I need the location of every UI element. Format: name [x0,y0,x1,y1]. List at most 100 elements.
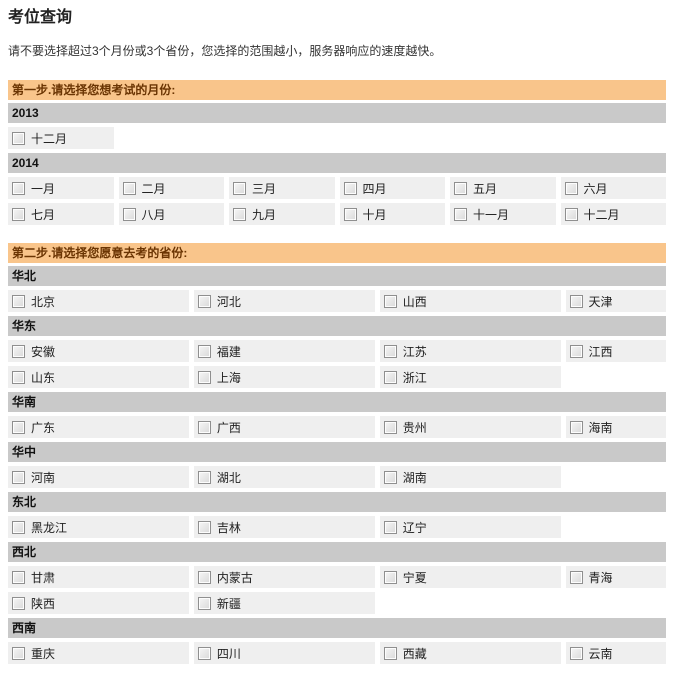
checkbox-icon[interactable] [383,520,397,534]
province-checkbox-cell[interactable]: 福建 [193,340,375,362]
checkbox-icon[interactable] [122,181,136,195]
checkbox-icon[interactable] [383,646,397,660]
month-checkbox-cell[interactable]: 十月 [339,203,445,225]
checkbox-icon[interactable] [197,370,211,384]
province-checkbox-cell[interactable]: 广东 [8,416,189,438]
province-checkbox-cell[interactable]: 河南 [8,466,189,488]
checkbox-icon[interactable] [197,470,211,484]
checkbox-icon[interactable] [12,596,25,610]
checkbox-icon[interactable] [383,420,397,434]
month-checkbox-cell[interactable]: 五月 [450,177,556,199]
checkbox-icon[interactable] [569,294,583,308]
province-label: 广东 [31,420,56,435]
province-checkbox-cell[interactable]: 湖北 [193,466,375,488]
checkbox-icon[interactable] [197,570,211,584]
province-checkbox-cell[interactable]: 江西 [565,340,666,362]
province-checkbox-cell[interactable]: 重庆 [8,642,189,664]
province-label: 甘肃 [31,570,56,585]
province-checkbox-cell[interactable]: 安徽 [8,340,189,362]
province-checkbox-cell[interactable]: 山东 [8,366,189,388]
checkbox-icon[interactable] [569,344,583,358]
province-label: 宁夏 [402,570,427,585]
checkbox-icon[interactable] [233,181,246,195]
checkbox-icon[interactable] [197,294,211,308]
checkbox-icon[interactable] [343,207,357,221]
checkbox-icon[interactable] [564,207,578,221]
month-checkbox-cell[interactable]: 八月 [118,203,224,225]
province-checkbox-cell[interactable]: 西藏 [379,642,561,664]
checkbox-icon[interactable] [12,181,25,195]
province-checkbox-cell[interactable]: 河北 [193,290,375,312]
province-checkbox-cell[interactable]: 上海 [193,366,375,388]
checkbox-icon[interactable] [383,344,397,358]
month-checkbox-cell[interactable]: 六月 [560,177,666,199]
month-checkbox-cell[interactable]: 三月 [229,177,335,199]
checkbox-icon[interactable] [383,470,397,484]
checkbox-icon[interactable] [12,294,25,308]
checkbox-icon[interactable] [454,181,467,195]
month-checkbox-cell[interactable]: 四月 [339,177,445,199]
month-checkbox-cell[interactable]: 一月 [8,177,114,199]
checkbox-icon[interactable] [343,181,357,195]
checkbox-icon[interactable] [197,646,211,660]
province-checkbox-cell[interactable]: 广西 [193,416,375,438]
month-label: 五月 [473,181,498,196]
province-checkbox-cell[interactable]: 浙江 [379,366,561,388]
province-label: 安徽 [31,344,56,359]
province-label: 黑龙江 [31,520,68,535]
month-checkbox-cell[interactable]: 九月 [229,203,335,225]
checkbox-icon[interactable] [12,344,25,358]
checkbox-icon[interactable] [12,420,25,434]
month-checkbox-cell[interactable]: 十二月 [560,203,666,225]
month-checkbox-cell[interactable]: 七月 [8,203,114,225]
checkbox-icon[interactable] [197,596,211,610]
province-checkbox-cell[interactable]: 宁夏 [379,566,561,588]
step2-header: 第二步.请选择您愿意去考的省份: [8,243,666,263]
checkbox-icon[interactable] [454,207,467,221]
province-checkbox-cell[interactable]: 江苏 [379,340,561,362]
checkbox-icon[interactable] [569,646,583,660]
checkbox-icon[interactable] [12,207,25,221]
province-checkbox-cell[interactable]: 四川 [193,642,375,664]
checkbox-icon[interactable] [12,370,25,384]
checkbox-icon[interactable] [569,420,583,434]
province-checkbox-cell[interactable]: 天津 [565,290,666,312]
province-checkbox-cell[interactable]: 云南 [565,642,666,664]
province-checkbox-cell[interactable]: 山西 [379,290,561,312]
province-checkbox-cell[interactable]: 辽宁 [379,516,561,538]
checkbox-icon[interactable] [383,370,397,384]
province-row: 甘肃 内蒙古 宁夏 青海 [8,566,666,588]
province-checkbox-cell[interactable]: 青海 [565,566,666,588]
month-label: 六月 [583,181,608,196]
checkbox-icon[interactable] [12,131,25,145]
month-label: 八月 [141,207,166,222]
province-checkbox-cell[interactable]: 黑龙江 [8,516,189,538]
checkbox-icon[interactable] [233,207,246,221]
checkbox-icon[interactable] [383,570,397,584]
province-checkbox-cell[interactable]: 新疆 [193,592,375,614]
month-checkbox-cell[interactable]: 十二月 [8,127,114,149]
province-checkbox-cell[interactable]: 陕西 [8,592,189,614]
checkbox-icon[interactable] [197,420,211,434]
checkbox-icon[interactable] [383,294,397,308]
month-group-bar: 2014 [8,153,666,173]
checkbox-icon[interactable] [122,207,136,221]
checkbox-icon[interactable] [197,344,211,358]
checkbox-icon[interactable] [12,570,25,584]
checkbox-icon[interactable] [12,646,25,660]
month-checkbox-cell[interactable]: 十一月 [450,203,556,225]
province-checkbox-cell[interactable]: 北京 [8,290,189,312]
checkbox-icon[interactable] [197,520,211,534]
province-checkbox-cell[interactable]: 吉林 [193,516,375,538]
province-checkbox-cell[interactable]: 湖南 [379,466,561,488]
province-checkbox-cell[interactable]: 内蒙古 [193,566,375,588]
checkbox-icon[interactable] [12,470,25,484]
checkbox-icon[interactable] [564,181,578,195]
province-group-bar: 华东 [8,316,666,336]
province-checkbox-cell[interactable]: 甘肃 [8,566,189,588]
province-checkbox-cell[interactable]: 贵州 [379,416,561,438]
checkbox-icon[interactable] [12,520,25,534]
province-checkbox-cell[interactable]: 海南 [565,416,666,438]
checkbox-icon[interactable] [569,570,583,584]
month-checkbox-cell[interactable]: 二月 [118,177,224,199]
